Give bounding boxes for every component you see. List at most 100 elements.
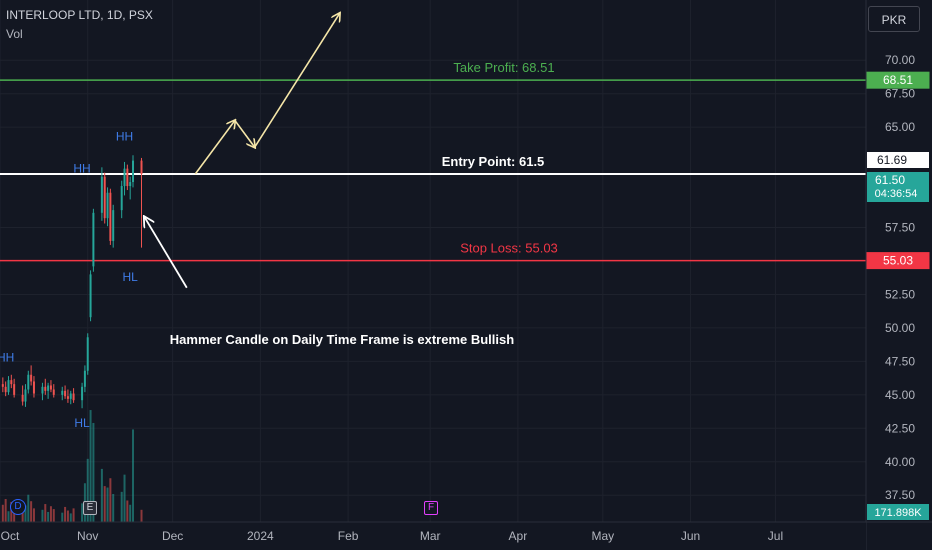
currency-button[interactable]: PKR [868, 6, 920, 32]
volume-bar [4, 499, 7, 522]
axis-badge-label: 55.03 [883, 254, 913, 268]
time-tick-label: Feb [338, 529, 359, 543]
volume-bar [41, 509, 44, 522]
volume-bar [81, 503, 84, 522]
horizontal-levels[interactable]: Take Profit: 68.51 Entry Point: 61.5 Stop … [0, 60, 866, 262]
volume-bar [52, 509, 55, 522]
pattern-label: HL [74, 416, 90, 430]
time-axis[interactable] [0, 521, 932, 550]
candle-body [52, 389, 55, 395]
candle-body [69, 393, 72, 399]
countdown-label: 04:36:54 [875, 188, 918, 200]
price-tick-label: 52.50 [885, 287, 915, 301]
axis-labels: 37.50 40.00 42.50 45.00 47.50 50.00 52.50 57.50… [1, 53, 930, 543]
candle-body [106, 192, 109, 219]
earnings-event-icon[interactable]: E [83, 501, 97, 515]
volume-bar [92, 422, 95, 522]
volume-bar [1, 504, 4, 522]
take_profit-label: Take Profit: 68.51 [453, 60, 554, 75]
price-tick-label: 40.00 [885, 455, 915, 469]
candle-body [126, 168, 129, 187]
symbol-title[interactable]: INTERLOOP LTD, 1D, PSX [6, 8, 153, 22]
volume-bar [47, 511, 50, 522]
volume-bar [72, 508, 75, 522]
candle-body [49, 385, 52, 390]
candle-body [89, 274, 92, 318]
projection-arrow-segment [234, 119, 255, 147]
candle-body [47, 385, 50, 391]
volume-bar [86, 458, 89, 522]
volume-bars [1, 410, 143, 522]
candle-body [24, 389, 27, 402]
candle-body [66, 396, 69, 399]
price-tick-label: 57.50 [885, 221, 915, 235]
volume-bar [44, 504, 47, 522]
volume-bar [7, 511, 10, 522]
volume-bar [129, 504, 132, 522]
candles [1, 155, 143, 409]
candle-body [64, 390, 67, 397]
volume-bar [24, 505, 27, 522]
candle-body [81, 386, 84, 401]
pattern-label: HH [0, 350, 14, 364]
volume-bar [109, 478, 112, 522]
candle-body [10, 380, 13, 385]
time-tick-label: Oct [1, 529, 20, 543]
candle-body [123, 168, 126, 187]
time-axis-background [0, 522, 866, 550]
volume-bar [21, 510, 24, 522]
volume-bar [30, 501, 33, 522]
pattern-label: HH [73, 162, 90, 176]
candle-body [86, 337, 89, 371]
price-tick-label: 47.50 [885, 354, 915, 368]
candle-body [27, 374, 30, 390]
volume-bar [112, 494, 115, 522]
candle-body [4, 386, 7, 393]
dividend-event-icon[interactable]: D [10, 499, 26, 515]
price-tick-label: 70.00 [885, 53, 915, 67]
price-axis[interactable] [865, 0, 932, 550]
price-tick-label: 50.00 [885, 321, 915, 335]
time-tick-label: 2024 [247, 529, 274, 543]
axis-badge-label: 68.51 [883, 73, 913, 87]
candle-body [1, 384, 4, 387]
annotation-arrow [144, 217, 188, 289]
volume-bar [66, 510, 69, 522]
candle-body [120, 186, 123, 211]
price-tick-label: 42.50 [885, 421, 915, 435]
last-price-label: 61.50 [875, 173, 905, 187]
drawings[interactable]: Hammer Candle on Daily Time Frame is ext… [144, 13, 514, 347]
pattern-label: HH [116, 130, 133, 144]
candle-body [92, 212, 95, 267]
candle-body [30, 374, 33, 382]
time-tick-label: Nov [77, 529, 98, 543]
candle-body [83, 370, 86, 387]
projection-arrow-segment [194, 120, 235, 175]
volume-bar [106, 487, 109, 522]
axis-badge [866, 71, 930, 89]
price-tick-label: 65.00 [885, 120, 915, 134]
volume-bar [132, 429, 135, 522]
time-tick-label: Apr [509, 529, 528, 543]
annotation-text: Hammer Candle on Daily Time Frame is ext… [170, 332, 514, 347]
candle-body [32, 381, 35, 394]
candle-body [103, 176, 106, 219]
candle-body [129, 182, 132, 187]
stop_loss-label: Stop Loss: 55.03 [460, 241, 558, 256]
projection-arrow-segment [254, 13, 340, 148]
volume-bar [69, 513, 72, 522]
volume-indicator-label[interactable]: Vol [6, 27, 23, 41]
candle-body [109, 192, 112, 241]
pattern-labels: HH HL HH HH HL [0, 130, 138, 430]
time-tick-label: May [591, 529, 614, 543]
volume-bar [103, 486, 106, 522]
candle-body [72, 393, 75, 401]
candle-body [7, 380, 10, 393]
time-tick-label: Mar [420, 529, 441, 543]
volume-bar [32, 508, 35, 522]
candle-body [100, 176, 103, 213]
financial-event-icon[interactable]: F [424, 501, 438, 515]
volume-bar [27, 494, 30, 522]
